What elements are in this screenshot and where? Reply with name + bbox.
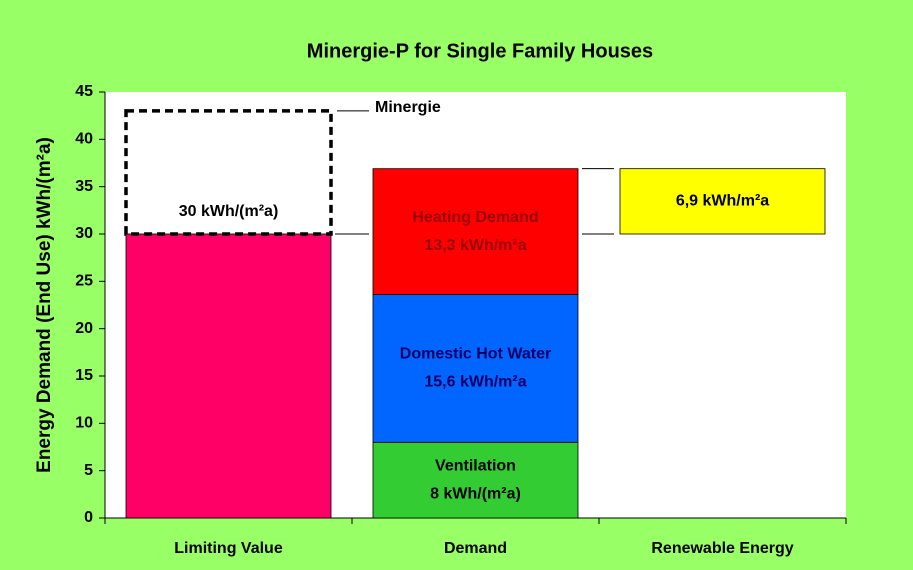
- bar-segment: [372, 168, 579, 295]
- x-tick-label: Renewable Energy: [651, 540, 793, 557]
- value-label: 15,6 kWh/m²a: [424, 374, 526, 391]
- bar-segment: [372, 441, 579, 519]
- x-tick-label: Demand: [444, 540, 507, 557]
- y-tick-label: 45: [75, 83, 93, 100]
- segment-name: Ventilation: [435, 457, 516, 474]
- y-tick-label: 30: [75, 225, 93, 242]
- value-label: 30 kWh/(m²a): [179, 203, 279, 220]
- bar-segment: [619, 168, 826, 235]
- bar-segment: [372, 294, 579, 443]
- x-tick-label: Limiting Value: [174, 540, 283, 557]
- value-label: 13,3 kWh/m²a: [424, 237, 526, 254]
- y-tick-label: 0: [84, 509, 93, 526]
- value-label: 8 kWh/(m²a): [430, 485, 521, 502]
- chart-title: Minergie-P for Single Family Houses: [307, 40, 653, 62]
- y-tick-label: 35: [75, 178, 93, 195]
- segment-name: Domestic Hot Water: [400, 346, 551, 363]
- y-tick-label: 25: [75, 273, 93, 290]
- y-tick-label: 20: [75, 320, 93, 337]
- y-tick-label: 10: [75, 415, 93, 432]
- value-label: 6,9 kWh/m²a: [676, 193, 769, 210]
- y-tick-label: 15: [75, 367, 93, 384]
- annotation: Minergie: [375, 99, 441, 116]
- y-tick-label: 40: [75, 131, 93, 148]
- bar-segment: [125, 233, 332, 519]
- segment-name: Heating Demand: [412, 209, 538, 226]
- y-axis-label: Energy Demand (End Use) kWh/(m²a): [34, 137, 55, 473]
- dashed-bar: [124, 109, 333, 236]
- y-tick-label: 5: [84, 462, 93, 479]
